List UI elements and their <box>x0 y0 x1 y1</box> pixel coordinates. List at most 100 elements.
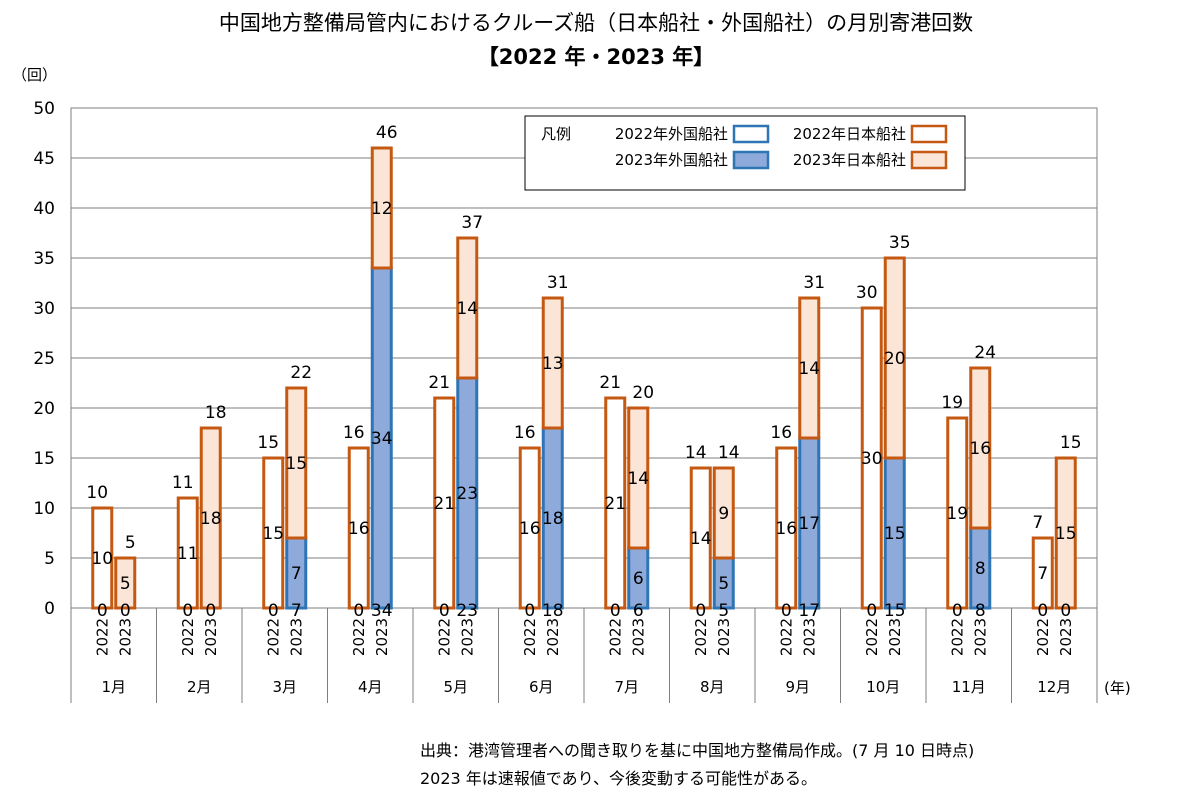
bar-layer <box>91 146 1077 610</box>
total-label-2023: 22 <box>290 363 312 383</box>
data-label-2023-foreign-inside: 7 <box>291 564 302 584</box>
bar-2022-japanese <box>689 466 712 610</box>
bar-2022-japanese <box>176 496 199 610</box>
total-label-2023: 24 <box>974 343 996 363</box>
data-label-2022-foreign: 0 <box>781 601 792 621</box>
data-label-2023-foreign: 34 <box>371 601 393 621</box>
data-label-2023-japanese: 18 <box>200 509 222 529</box>
month-label: 3月 <box>272 678 297 696</box>
y-tick-label: 0 <box>44 599 55 619</box>
total-label-2023: 14 <box>718 443 740 463</box>
year-tick-label: 2022 <box>948 618 966 656</box>
data-label-2022-japanese: 19 <box>946 504 968 524</box>
data-label-2022-japanese: 14 <box>690 529 712 549</box>
data-label-2022-japanese: 15 <box>262 524 284 544</box>
data-label-2023-foreign-inside: 6 <box>633 569 644 589</box>
data-label-2023-japanese: 5 <box>120 574 131 594</box>
year-tick-label: 2023 <box>287 618 305 656</box>
data-label-2023-foreign-inside: 34 <box>371 429 393 449</box>
total-label-2022: 7 <box>1032 513 1043 533</box>
month-label: 11月 <box>952 678 986 696</box>
data-label-2022-foreign: 0 <box>439 601 450 621</box>
total-label-2023: 15 <box>1060 433 1082 453</box>
data-label-2022-foreign: 0 <box>866 601 877 621</box>
data-label-2022-japanese: 10 <box>91 549 113 569</box>
month-label: 6月 <box>529 678 554 696</box>
data-label-2023-japanese: 20 <box>884 349 906 369</box>
total-label-2023: 35 <box>889 233 911 253</box>
bar-2023-japanese <box>285 386 308 540</box>
y-tick-label: 40 <box>33 199 55 219</box>
total-label-2023: 20 <box>632 383 654 403</box>
year-tick-label: 2022 <box>350 618 368 656</box>
data-label-2023-foreign-inside: 23 <box>456 484 478 504</box>
data-label-2023-foreign: 18 <box>542 601 564 621</box>
data-label-2022-japanese: 7 <box>1037 564 1048 584</box>
data-label-2023-japanese: 14 <box>798 359 820 379</box>
total-label-2023: 46 <box>376 123 398 143</box>
bar-2022-japanese <box>1031 536 1054 610</box>
year-tick-label: 2022 <box>1034 618 1052 656</box>
data-label-2023-japanese: 14 <box>456 299 478 319</box>
year-tick-label: 2022 <box>692 618 710 656</box>
total-label-2022: 16 <box>343 423 365 443</box>
total-label-2023: 31 <box>547 273 569 293</box>
bar-2023-japanese <box>798 296 821 440</box>
data-label-2023-foreign: 0 <box>120 601 131 621</box>
data-label-2022-foreign: 0 <box>182 601 193 621</box>
data-label-2022-japanese: 16 <box>519 519 541 539</box>
total-label-2022: 21 <box>599 373 621 393</box>
data-label-2023-foreign-inside: 18 <box>542 509 564 529</box>
data-label-2023-foreign-inside: 5 <box>718 574 729 594</box>
bar-2023-japanese <box>712 466 735 560</box>
year-tick-label: 2022 <box>179 618 197 656</box>
year-tick-label: 2022 <box>777 618 795 656</box>
year-tick-label: 2022 <box>93 618 111 656</box>
bar-2023-japanese <box>456 236 479 380</box>
year-tick-label: 2023 <box>202 618 220 656</box>
data-label-2023-foreign: 5 <box>718 601 729 621</box>
bar-2022-japanese <box>347 446 370 610</box>
bar-2023-japanese <box>627 406 650 550</box>
x-axis-unit: (年) <box>1104 679 1131 697</box>
data-label-2022-foreign: 0 <box>1037 601 1048 621</box>
year-tick-label: 2023 <box>373 618 391 656</box>
data-label-2022-foreign: 0 <box>353 601 364 621</box>
month-label: 2月 <box>187 678 212 696</box>
year-tick-label: 2023 <box>544 618 562 656</box>
data-label-2022-foreign: 0 <box>952 601 963 621</box>
bar-2023-japanese <box>969 366 992 530</box>
year-tick-label: 2022 <box>435 618 453 656</box>
bar-2023-japanese <box>883 256 906 460</box>
data-label-2023-foreign: 23 <box>456 601 478 621</box>
data-label-2023-foreign: 0 <box>205 601 216 621</box>
preliminary-note: 2023 年は速報値であり、今後変動する可能性がある。 <box>420 769 818 788</box>
year-tick-label: 2023 <box>971 618 989 656</box>
y-tick-label: 25 <box>33 349 55 369</box>
bar-2022-japanese <box>91 506 114 610</box>
y-tick-label: 15 <box>33 449 55 469</box>
y-axis-unit: （回） <box>12 66 58 84</box>
year-tick-label: 2022 <box>521 618 539 656</box>
total-label-2023: 18 <box>205 403 227 423</box>
data-label-2023-foreign: 7 <box>291 601 302 621</box>
year-tick-label: 2023 <box>458 618 476 656</box>
data-label-2023-foreign: 15 <box>884 601 906 621</box>
month-label: 8月 <box>700 678 725 696</box>
data-label-2023-foreign-inside: 17 <box>798 514 820 534</box>
year-tick-label: 2023 <box>715 618 733 656</box>
legend-swatch <box>732 150 770 170</box>
data-label-2023-foreign: 0 <box>1060 601 1071 621</box>
total-label-2022: 21 <box>428 373 450 393</box>
total-label-2022: 16 <box>514 423 536 443</box>
y-tick-label: 20 <box>33 399 55 419</box>
legend-swatch <box>732 124 770 144</box>
year-tick-label: 2023 <box>629 618 647 656</box>
data-label-2023-foreign: 6 <box>633 601 644 621</box>
month-label: 10月 <box>866 678 900 696</box>
chart-title: 中国地方整備局管内におけるクルーズ船（日本船社・外国船社）の月別寄港回数 <box>218 11 974 35</box>
bar-2022-japanese <box>946 416 969 610</box>
data-label-2022-japanese: 21 <box>433 494 455 514</box>
